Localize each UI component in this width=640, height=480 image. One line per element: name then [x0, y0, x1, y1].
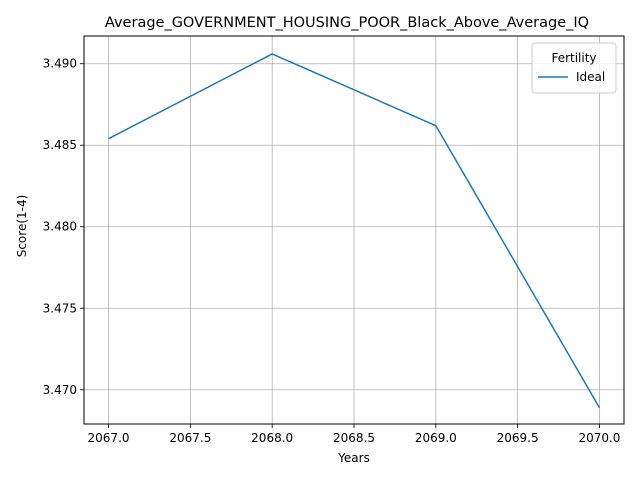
legend-title: Fertility: [551, 51, 596, 65]
y-tick-label: 3.470: [43, 383, 77, 397]
x-tick-label: 2068.5: [333, 431, 375, 445]
series-layer: [108, 53, 601, 409]
legend-label-ideal: Ideal: [576, 70, 605, 84]
y-axis-label: Score(1-4): [15, 195, 29, 258]
y-tick-label: 3.475: [43, 301, 77, 315]
x-tick-label: 2067.0: [88, 431, 130, 445]
x-axis-label: Years: [337, 451, 370, 465]
x-tick-label: 2070.0: [578, 431, 620, 445]
y-tick-label: 3.490: [43, 57, 77, 71]
y-tick-label: 3.480: [43, 220, 77, 234]
legend-box: [531, 42, 617, 94]
y-axis-ticks: 3.470 3.475 3.480 3.485 3.490: [43, 57, 84, 397]
chart-title: Average_GOVERNMENT_HOUSING_POOR_Black_Ab…: [105, 15, 589, 31]
legend: Fertility Ideal: [531, 42, 617, 94]
x-tick-label: 2068.0: [251, 431, 293, 445]
x-axis-ticks: 2067.0 2067.5 2068.0 2068.5 2069.0 2069.5 2070…: [88, 424, 620, 445]
x-tick-label: 2069.5: [497, 431, 539, 445]
y-tick-label: 3.485: [43, 138, 77, 152]
series-line-ideal: [108, 53, 601, 409]
x-tick-label: 2069.0: [415, 431, 457, 445]
grid: [84, 36, 624, 424]
x-tick-label: 2067.5: [169, 431, 211, 445]
